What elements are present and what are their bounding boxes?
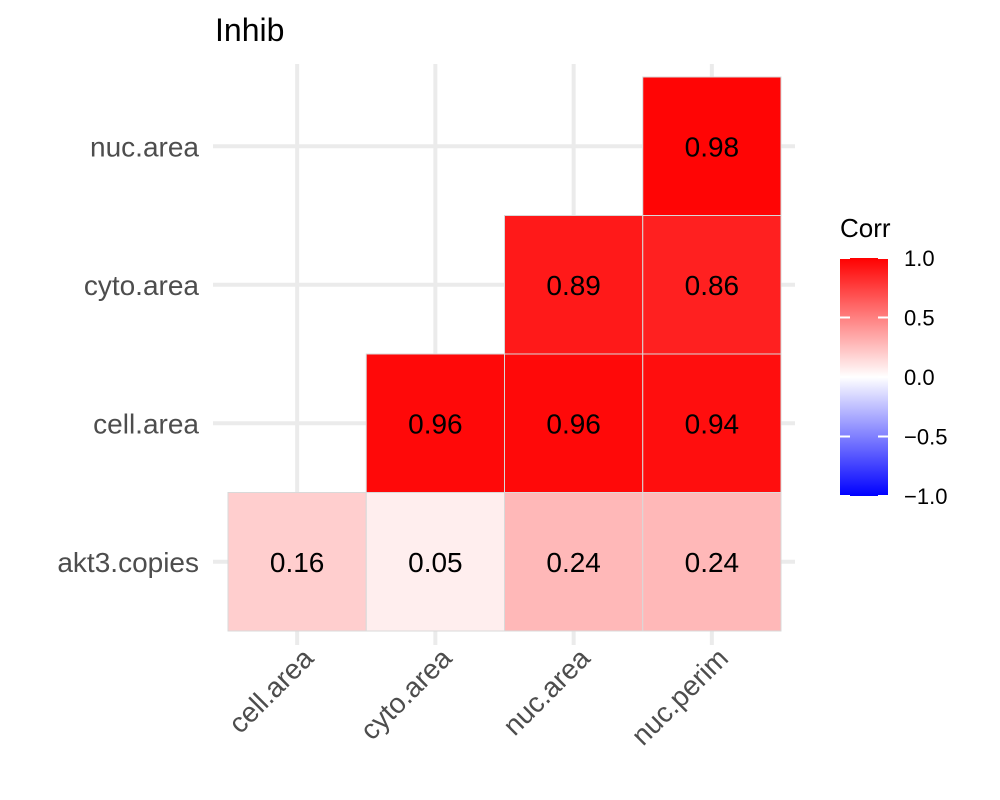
- cell-value-label: 0.86: [685, 270, 740, 301]
- x-tick-label: nuc.perim: [625, 642, 734, 751]
- cell-value-label: 0.94: [685, 408, 740, 439]
- heatmap-cell: [504, 353, 644, 493]
- x-tick-label: nuc.area: [497, 642, 596, 741]
- cell-value-label: 0.89: [546, 270, 601, 301]
- cell-value-label: 0.16: [270, 547, 325, 578]
- y-tick-label: nuc.area: [90, 131, 199, 162]
- legend-tick-label: −0.5: [904, 425, 947, 450]
- legend-tick-label: −1.0: [904, 484, 947, 509]
- cell-value-label: 0.96: [546, 408, 601, 439]
- heatmap-cell: [642, 492, 782, 632]
- heatmap-cell: [642, 215, 782, 355]
- x-tick-label: cell.area: [223, 642, 320, 739]
- heatmap-cell: [227, 492, 367, 632]
- color-legend: Corr 1.0 0.5 0.0 −0.5 −1.0: [840, 213, 947, 509]
- cell-value-label: 0.96: [408, 408, 463, 439]
- heatmap-cell: [642, 76, 782, 216]
- heatmap-cells: [227, 76, 782, 632]
- legend-tick-label: 0.5: [904, 306, 935, 331]
- legend-tick-label: 0.0: [904, 365, 935, 390]
- cell-value-label: 0.24: [546, 547, 601, 578]
- heatmap-cell: [365, 492, 505, 632]
- cell-value-labels: 0.16 0.05 0.24 0.24 0.96 0.96 0.94 0.89 0.86 0.98: [270, 131, 739, 578]
- y-axis-tick-labels: akt3.copies cell.area cyto.area nuc.area: [57, 131, 199, 578]
- cell-value-label: 0.05: [408, 547, 463, 578]
- y-tick-label: cyto.area: [84, 270, 200, 301]
- cell-value-label: 0.24: [685, 547, 740, 578]
- legend-tick-label: 1.0: [904, 246, 935, 271]
- chart-title: Inhib: [215, 12, 284, 48]
- cell-value-label: 0.98: [685, 131, 740, 162]
- x-axis-tick-labels: cell.area cyto.area nuc.area nuc.perim: [223, 642, 735, 751]
- heatmap-cell: [504, 215, 644, 355]
- legend-title: Corr: [840, 213, 891, 243]
- x-tick-label: cyto.area: [354, 642, 458, 746]
- heatmap-cell: [504, 492, 644, 632]
- y-tick-label: cell.area: [93, 408, 199, 439]
- y-tick-label: akt3.copies: [57, 547, 199, 578]
- legend-ticks: 1.0 0.5 0.0 −0.5 −1.0: [840, 246, 947, 509]
